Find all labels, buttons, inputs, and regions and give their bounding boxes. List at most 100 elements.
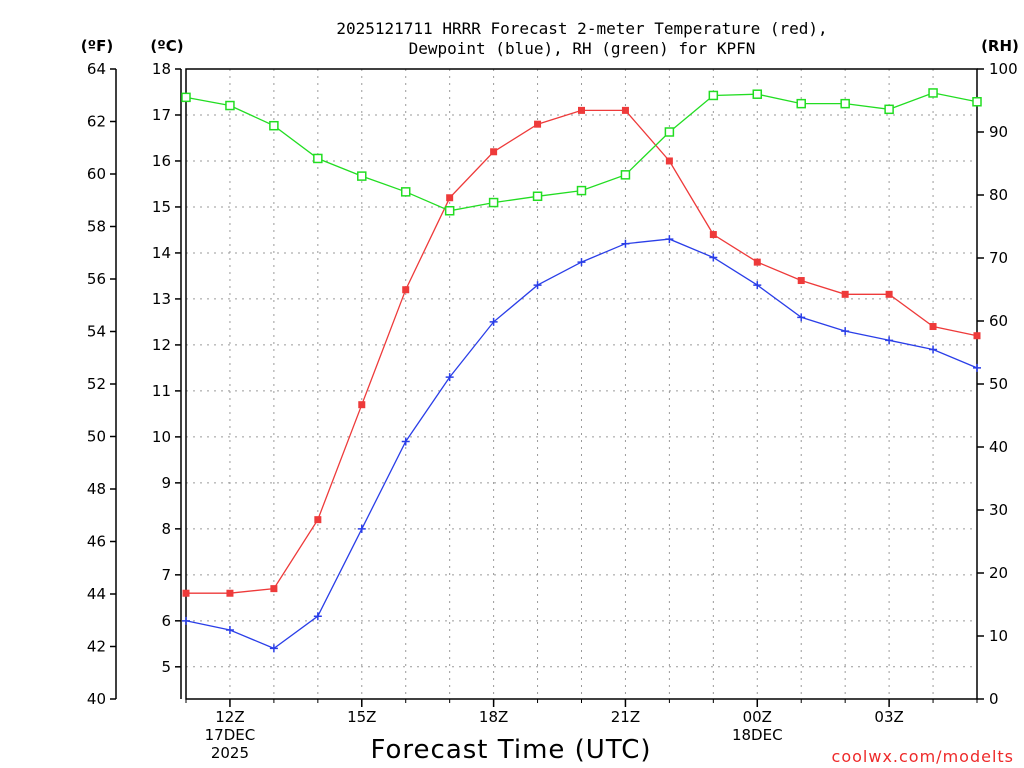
x-tick-label: 03Z	[874, 708, 903, 726]
fahrenheit-tick-label: 64	[87, 60, 106, 78]
temperature-point	[885, 290, 893, 298]
grid-lines	[186, 69, 977, 699]
temperature-point	[578, 106, 585, 114]
x-tick-label: 00Z	[743, 708, 772, 726]
celsius-tick-label: 16	[152, 152, 171, 170]
rh-tick-label: 20	[989, 564, 1008, 582]
dewpoint-point	[533, 281, 542, 290]
fahrenheit-tick-label: 58	[87, 218, 106, 236]
axes: 4042444648505254565860626456789101112131…	[87, 60, 1018, 762]
rh-point	[576, 185, 587, 196]
fahrenheit-tick-label: 62	[87, 113, 106, 131]
x-axis-title: Forecast Time (UTC)	[370, 735, 651, 765]
rh-point	[928, 88, 938, 98]
rh-point	[884, 104, 894, 115]
chart-title-line-1: 2025121711 HRRR Forecast 2-meter Tempera…	[336, 19, 827, 38]
fahrenheit-tick-label: 48	[87, 480, 106, 498]
celsius-tick-label: 11	[152, 382, 171, 400]
rh-tick-label: 70	[989, 249, 1008, 267]
rh-tick-label: 30	[989, 501, 1008, 519]
celsius-tick-label: 14	[152, 244, 171, 262]
rh-point	[840, 98, 850, 109]
dewpoint-point	[665, 235, 674, 244]
rh-point	[488, 197, 499, 208]
rh-tick-label: 90	[989, 123, 1008, 141]
rh-tick-label: 80	[989, 186, 1008, 204]
rh-point	[620, 170, 631, 180]
celsius-tick-label: 17	[152, 106, 171, 124]
rh-point	[313, 153, 323, 164]
dewpoint-point	[973, 363, 981, 372]
celsius-tick-label: 7	[161, 566, 171, 584]
series-temperature	[182, 106, 981, 597]
credit-text: coolwx.com/modelts	[832, 747, 1014, 766]
rh-tick-label: 10	[989, 627, 1008, 645]
temperature-point	[621, 106, 629, 114]
rh-tick-label: 40	[989, 438, 1008, 456]
rh-point	[269, 120, 279, 131]
temperature-point	[665, 157, 673, 165]
dewpoint-point	[401, 437, 410, 446]
rh-point	[357, 171, 367, 181]
fahrenheit-tick-label: 60	[87, 165, 106, 183]
celsius-tick-label: 12	[152, 336, 171, 354]
series-rh	[181, 88, 982, 216]
temperature-point	[797, 277, 805, 285]
dewpoint-point	[621, 239, 630, 248]
temperature-point	[534, 120, 542, 128]
rh-unit-label: (RH)	[981, 37, 1019, 55]
temperature-point	[446, 194, 454, 202]
dewpoint-point	[797, 313, 806, 322]
celsius-tick-label: 6	[161, 612, 171, 630]
temperature-point	[314, 516, 322, 524]
x-tick-label: 17DEC	[205, 726, 256, 744]
fahrenheit-tick-label: 44	[87, 585, 106, 603]
temperature-point	[709, 231, 717, 239]
x-tick-label: 15Z	[347, 708, 376, 726]
fahrenheit-tick-label: 42	[87, 638, 106, 656]
rh-point	[972, 97, 982, 107]
celsius-tick-label: 13	[152, 290, 171, 308]
rh-point	[796, 98, 806, 109]
x-tick-label: 12Z	[215, 708, 244, 726]
rh-tick-label: 0	[989, 690, 999, 708]
dewpoint-point	[182, 616, 190, 625]
dewpoint-point	[929, 345, 938, 354]
celsius-tick-label: 10	[152, 428, 171, 446]
temperature-point	[402, 286, 410, 294]
rh-point	[400, 187, 411, 197]
x-tick-label: 2025	[211, 744, 249, 762]
series-dewpoint	[182, 235, 981, 653]
dewpoint-point	[489, 317, 498, 326]
celsius-tick-label: 9	[161, 474, 171, 492]
chart-title-line-2: Dewpoint (blue), RH (green) for KPFN	[409, 39, 756, 58]
rh-tick-label: 60	[989, 312, 1008, 330]
rh-point	[708, 90, 719, 101]
fahrenheit-tick-label: 52	[87, 375, 106, 393]
rh-point	[444, 206, 455, 216]
dewpoint-point	[357, 524, 366, 533]
rh-tick-label: 100	[989, 60, 1018, 78]
temperature-point	[841, 290, 849, 298]
x-tick-label: 21Z	[611, 708, 640, 726]
temperature-point	[270, 585, 278, 593]
temperature-point	[929, 323, 937, 331]
celsius-unit-label: (ºC)	[150, 37, 183, 55]
dewpoint-point	[709, 253, 718, 262]
dewpoint-point	[445, 373, 454, 382]
chart-title: 2025121711 HRRR Forecast 2-meter Tempera…	[336, 19, 827, 58]
dewpoint-point	[753, 281, 762, 290]
rh-tick-label: 50	[989, 375, 1008, 393]
fahrenheit-unit-label: (ºF)	[81, 37, 113, 55]
temperature-point	[490, 148, 498, 156]
dewpoint-point	[313, 612, 322, 621]
rh-point	[752, 89, 763, 99]
temperature-point	[182, 589, 190, 597]
x-tick-label: 18Z	[479, 708, 508, 726]
celsius-tick-label: 8	[161, 520, 171, 538]
celsius-tick-label: 18	[152, 60, 171, 78]
celsius-tick-label: 15	[152, 198, 171, 216]
temperature-point	[358, 401, 366, 409]
rh-point	[181, 92, 191, 103]
